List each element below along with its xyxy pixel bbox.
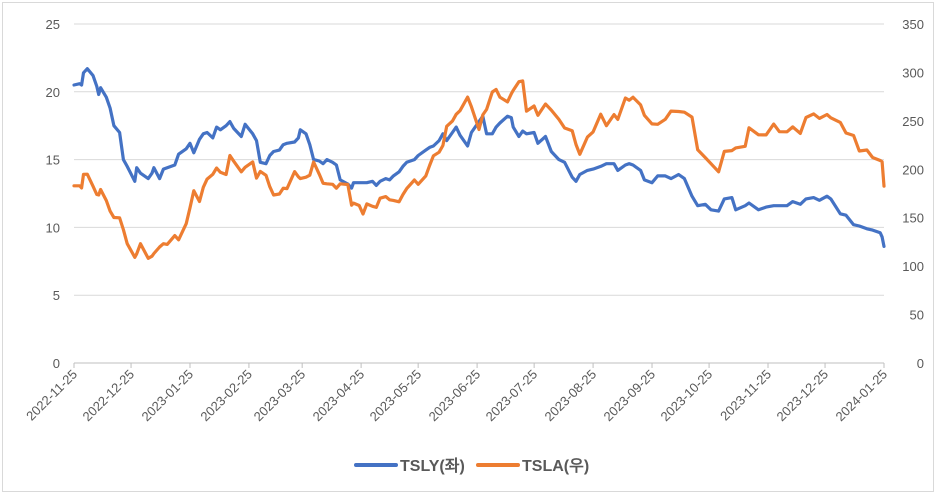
- series-line-tsly: [72, 67, 886, 248]
- y-right-tick-label: 200: [902, 162, 924, 177]
- x-tick-label: 2023-07-25: [483, 367, 541, 425]
- x-tick-label: 2024-01-25: [832, 367, 890, 425]
- x-tick-label: 2023-11-25: [717, 367, 774, 424]
- x-tick-label: 2023-01-25: [138, 367, 196, 425]
- y-left-tick-label: 20: [46, 85, 60, 100]
- x-tick-label: 2023-10-25: [658, 367, 716, 425]
- series-line-tsla: [72, 79, 886, 260]
- y-right-tick-label: 300: [902, 65, 924, 80]
- x-tick-label: 2023-12-25: [774, 367, 832, 425]
- y-left-tick-label: 15: [46, 153, 60, 168]
- legend-label: TSLY(좌): [400, 457, 465, 475]
- y-left-tick-label: 25: [46, 17, 60, 32]
- legend-item: TSLA(우): [476, 457, 589, 475]
- y-right-tick-label: 100: [902, 259, 924, 274]
- x-tick-label: 2023-06-25: [426, 367, 484, 425]
- y-left-tick-label: 5: [53, 288, 60, 303]
- x-tick-label: 2023-04-25: [310, 367, 368, 425]
- x-axis: 2022-11-25 2022-12-25 2023-01-25 2023-02-25…: [23, 363, 890, 424]
- y-right-tick-label: 0: [917, 356, 924, 371]
- y-right-tick-label: 250: [902, 114, 924, 129]
- gridlines: [74, 23, 884, 364]
- x-tick-label: 2023-02-25: [197, 367, 255, 425]
- y-left-tick-label: 0: [53, 356, 60, 371]
- y-right-tick-label: 50: [910, 308, 924, 323]
- x-tick-label: 2023-09-25: [601, 367, 659, 425]
- legend-label: TSLA(우): [522, 457, 589, 475]
- left-y-axis: 0 5 10 15 20 25: [46, 17, 60, 371]
- y-right-tick-label: 350: [902, 17, 924, 32]
- legend-item: TSLY(좌): [354, 457, 465, 475]
- x-tick-label: 2022-12-25: [80, 367, 138, 425]
- series-lines: [72, 67, 886, 260]
- x-tick-label: 2022-11-25: [23, 367, 80, 424]
- legend: TSLY(좌) TSLA(우): [354, 457, 589, 475]
- x-tick-label: 2023-05-25: [367, 367, 425, 425]
- y-left-tick-label: 10: [46, 220, 60, 235]
- right-y-axis: 0 50 100 150 200 250 300 350: [902, 17, 924, 371]
- x-tick-label: 2023-03-25: [251, 367, 309, 425]
- x-tick-label: 2023-08-25: [542, 367, 600, 425]
- y-right-tick-label: 150: [902, 211, 924, 226]
